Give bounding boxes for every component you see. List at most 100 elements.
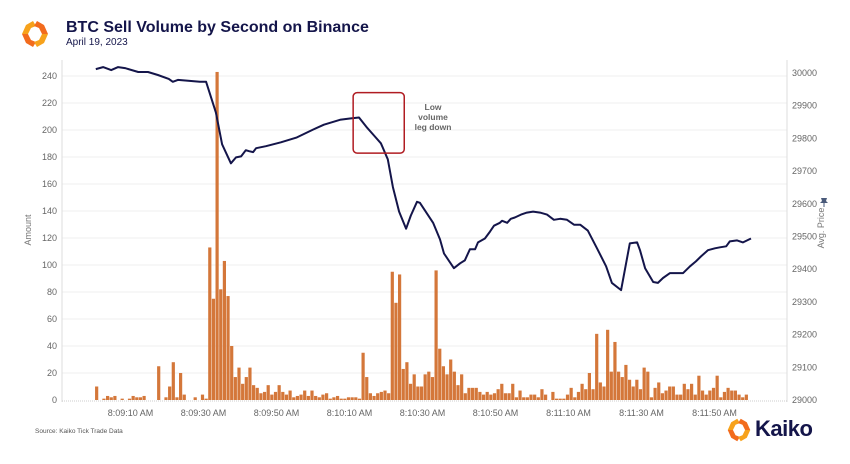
bar bbox=[427, 371, 431, 400]
kaiko-footer-logo-icon bbox=[727, 418, 751, 442]
bar bbox=[412, 374, 416, 400]
bar bbox=[715, 375, 719, 400]
bar bbox=[171, 362, 175, 400]
bar bbox=[675, 394, 679, 400]
bar bbox=[255, 387, 259, 400]
bar bbox=[401, 368, 405, 400]
bar bbox=[711, 387, 716, 400]
annotation-line-3: leg down bbox=[415, 122, 452, 132]
bar bbox=[522, 397, 526, 400]
bar bbox=[700, 390, 705, 400]
bar bbox=[467, 387, 471, 400]
bar bbox=[95, 386, 99, 400]
source-note: Source: Kaiko Tick Trade Data bbox=[35, 428, 123, 435]
chart-subtitle: April 19, 2023 bbox=[66, 37, 128, 48]
bar bbox=[138, 397, 143, 400]
y-tick-label: 80 bbox=[47, 287, 57, 297]
bar bbox=[631, 386, 635, 400]
bar bbox=[609, 371, 613, 400]
y-axis-title: Amount bbox=[23, 214, 33, 246]
y-tick-label: 240 bbox=[42, 71, 57, 81]
bar bbox=[704, 394, 708, 400]
bar bbox=[657, 382, 661, 400]
bar bbox=[241, 383, 245, 400]
bar bbox=[671, 386, 675, 400]
bar bbox=[565, 394, 570, 400]
y-tick-label: 120 bbox=[42, 233, 57, 243]
bar bbox=[737, 394, 741, 400]
x-tick-label: 8:11:10 AM bbox=[546, 408, 591, 418]
chart-title: BTC Sell Volume by Second on Binance bbox=[66, 19, 369, 36]
bar bbox=[635, 379, 639, 400]
bar bbox=[627, 379, 632, 400]
bar bbox=[741, 397, 745, 400]
bar bbox=[354, 397, 358, 400]
bar bbox=[558, 398, 562, 400]
bar bbox=[193, 397, 197, 400]
bar bbox=[376, 393, 380, 400]
bar bbox=[525, 397, 529, 400]
bar bbox=[222, 260, 226, 400]
x-tick-label: 8:10:10 AM bbox=[327, 408, 373, 418]
bar bbox=[682, 383, 686, 400]
bar bbox=[211, 298, 216, 400]
y2-tick-label: 29200 bbox=[792, 330, 817, 340]
annotation-line-2: volume bbox=[418, 112, 448, 122]
bar bbox=[518, 390, 522, 400]
bar bbox=[554, 398, 559, 400]
bar bbox=[430, 377, 435, 400]
bar bbox=[660, 393, 664, 400]
bar bbox=[106, 395, 110, 400]
bar bbox=[346, 397, 351, 400]
bar bbox=[584, 389, 588, 400]
bar bbox=[299, 394, 303, 400]
bar bbox=[536, 397, 540, 400]
bar bbox=[394, 302, 398, 400]
bar bbox=[164, 397, 168, 400]
bar bbox=[492, 393, 497, 400]
x-tick-label: 8:11:30 AM bbox=[619, 408, 664, 418]
y-tick-label: 200 bbox=[42, 125, 57, 135]
bar bbox=[668, 386, 672, 400]
bar bbox=[270, 394, 274, 400]
kaiko-logo-icon bbox=[22, 21, 48, 47]
bar bbox=[478, 391, 482, 400]
brand-wordmark: Kaiko bbox=[755, 416, 813, 441]
bar bbox=[314, 395, 318, 400]
bar bbox=[288, 390, 292, 400]
bar bbox=[215, 71, 219, 400]
bar bbox=[230, 346, 234, 400]
bar bbox=[244, 377, 248, 400]
bar bbox=[624, 364, 628, 400]
bar bbox=[182, 394, 186, 400]
bar bbox=[438, 348, 442, 400]
y2-tick-label: 29000 bbox=[792, 395, 817, 405]
bar bbox=[730, 390, 734, 400]
bar bbox=[372, 395, 376, 400]
bar bbox=[357, 398, 362, 400]
bar bbox=[697, 375, 701, 400]
bar bbox=[142, 395, 146, 400]
bar bbox=[226, 296, 230, 400]
y-tick-label: 20 bbox=[47, 368, 57, 378]
bar bbox=[606, 329, 610, 400]
bar bbox=[219, 289, 223, 400]
bar bbox=[259, 393, 263, 400]
bar bbox=[587, 373, 591, 400]
bar bbox=[598, 382, 602, 400]
bar bbox=[325, 393, 329, 400]
x-tick-label: 8:10:50 AM bbox=[473, 408, 519, 418]
bar bbox=[398, 274, 402, 400]
bar bbox=[595, 333, 599, 400]
x-axis-ticks: 8:09:10 AM 8:09:30 AM 8:09:50 AM 8:10:10 AM… bbox=[108, 408, 737, 418]
bar bbox=[281, 391, 285, 400]
bar bbox=[551, 391, 555, 400]
bar bbox=[120, 398, 124, 400]
bar bbox=[135, 397, 139, 400]
pin-icon[interactable] bbox=[820, 198, 828, 207]
bar bbox=[262, 391, 267, 400]
bar bbox=[310, 390, 314, 400]
bar bbox=[529, 394, 533, 400]
bar bbox=[423, 374, 427, 400]
bar bbox=[514, 397, 518, 400]
